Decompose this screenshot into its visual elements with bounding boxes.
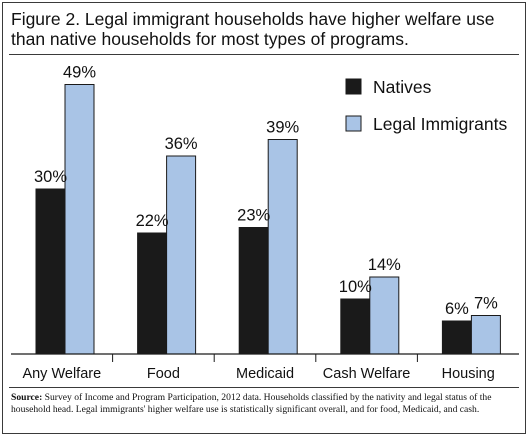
x-tick-label-medicaid: Medicaid [236,366,294,382]
data-label-legal-immigrants-any-welfare: 49% [63,64,96,82]
bar-natives-housing [441,320,472,355]
bar-legal-immigrants-any-welfare [64,84,95,355]
data-label-legal-immigrants-housing: 7% [474,295,498,313]
data-label-natives-cash-welfare: 10% [339,278,372,296]
source-divider [9,387,519,388]
source-lead: Source: [11,392,43,403]
bar-legal-immigrants-cash-welfare [369,276,400,355]
x-tick-label-cash-welfare: Cash Welfare [323,366,411,382]
data-label-natives-housing: 6% [445,300,469,318]
bar-natives-medicaid [238,227,269,355]
x-tick-label-housing: Housing [442,366,495,382]
bar-natives-any-welfare [35,188,66,355]
data-label-legal-immigrants-medicaid: 39% [266,119,299,137]
legend-swatch-natives [345,78,362,95]
bar-legal-immigrants-medicaid [267,139,298,355]
bar-legal-immigrants-housing [470,315,501,355]
data-labels-layer: 30% 49% 22% 36% 23% 39% 10% 14% 6% 7% [34,64,498,319]
bars-layer [35,84,501,355]
legend-swatch-legal-immigrants [345,115,362,132]
chart-title: Figure 2. Legal immigrant households hav… [11,9,495,49]
x-tick-label-any-welfare: Any Welfare [22,366,101,382]
bar-legal-immigrants-food [166,155,197,355]
title-divider [9,54,519,55]
bar-chart: 30% 49% 22% 36% 23% 39% 10% 14% 6% 7% Any Welfare… [11,64,519,382]
x-tick-label-food: Food [147,366,180,382]
bar-natives-food [137,232,168,355]
source-note: Source: Survey of Income and Program Par… [11,392,519,416]
legend-label-natives: Natives [373,77,432,97]
x-axis: Any Welfare Food Medicaid Cash Welfare Housi… [11,353,519,382]
legend-label-legal-immigrants: Legal Immigrants [373,114,507,134]
source-text: Survey of Income and Program Participati… [11,392,492,415]
data-label-natives-food: 22% [136,212,169,230]
legend: Natives Legal Immigrants [345,77,507,134]
data-label-natives-medicaid: 23% [237,207,270,225]
data-label-natives-any-welfare: 30% [34,168,67,186]
bar-natives-cash-welfare [340,298,371,355]
data-label-legal-immigrants-food: 36% [165,135,198,153]
chart-figure: Figure 2. Legal immigrant households hav… [2,2,526,434]
data-label-legal-immigrants-cash-welfare: 14% [368,256,401,274]
